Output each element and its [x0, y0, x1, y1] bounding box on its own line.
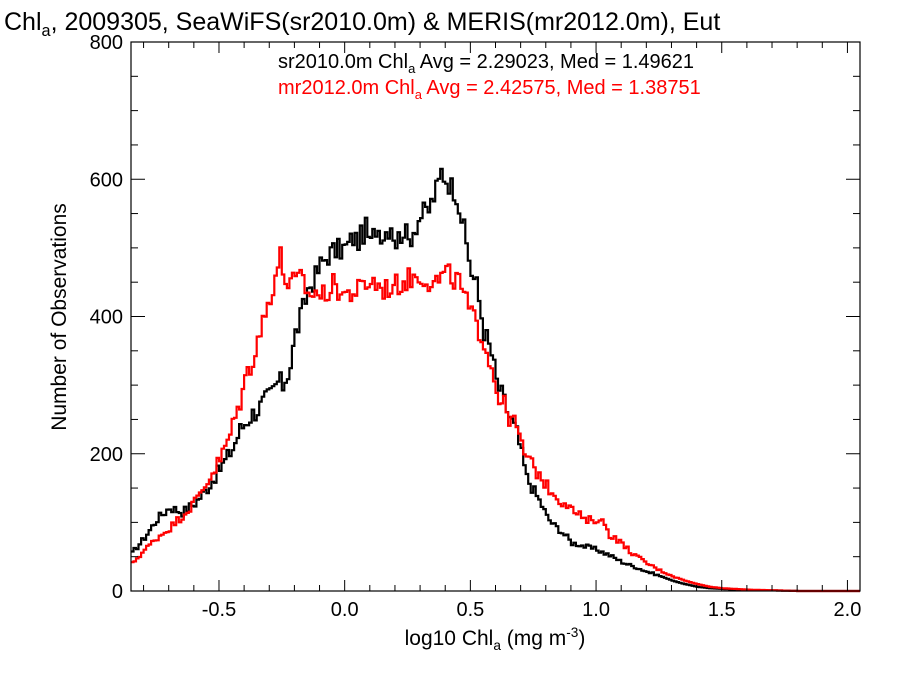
series-line-0 [131, 167, 860, 593]
x-tick-label: 1.0 [582, 599, 610, 621]
x-axis-label: log10 Chla (mg m-3) [404, 625, 586, 654]
series-line-1 [131, 246, 860, 593]
x-tick-label: 0.5 [456, 599, 484, 621]
y-tick-label: 600 [90, 169, 123, 191]
legend-entry-sr2010: sr2010.0m Chla Avg = 2.29023, Med = 1.49… [278, 51, 695, 76]
x-tick-label: 1.5 [708, 599, 736, 621]
legend-entry-mr2012: mr2012.0m Chla Avg = 2.42575, Med = 1.38… [278, 77, 701, 102]
y-tick-label: 800 [90, 32, 123, 54]
y-axis-label: Number of Observations [48, 203, 71, 431]
x-tick-label: -0.5 [202, 599, 236, 621]
x-tick-label: 2.0 [834, 599, 862, 621]
y-tick-label: 400 [90, 307, 123, 329]
y-tick-label: 200 [90, 444, 123, 466]
x-tick-label: 0.0 [331, 599, 359, 621]
plot-frame [130, 41, 861, 592]
chart-title: Chla, 2009305, SeaWiFS(sr2010.0m) & MERI… [4, 8, 721, 40]
y-tick-label: 0 [112, 581, 123, 603]
